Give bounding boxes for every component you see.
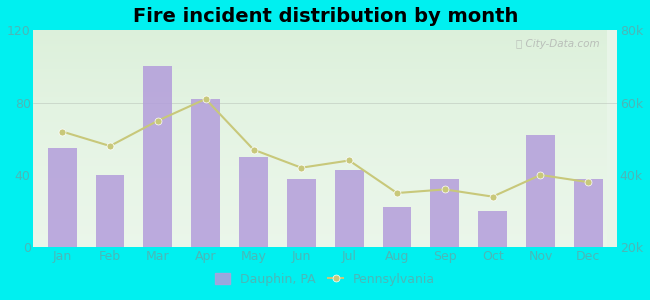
- Bar: [478, 211, 507, 247]
- Text: ⓘ City-Data.com: ⓘ City-Data.com: [516, 39, 599, 49]
- Title: Fire incident distribution by month: Fire incident distribution by month: [133, 7, 518, 26]
- Bar: [526, 135, 555, 247]
- Bar: [239, 157, 268, 247]
- Bar: [335, 169, 363, 247]
- Bar: [96, 175, 124, 247]
- Bar: [48, 148, 77, 247]
- Bar: [430, 178, 459, 247]
- Bar: [574, 178, 603, 247]
- Bar: [287, 178, 316, 247]
- Legend: Dauphin, PA, Pennsylvania: Dauphin, PA, Pennsylvania: [210, 268, 440, 291]
- Bar: [383, 208, 411, 247]
- Bar: [144, 66, 172, 247]
- Bar: [191, 99, 220, 247]
